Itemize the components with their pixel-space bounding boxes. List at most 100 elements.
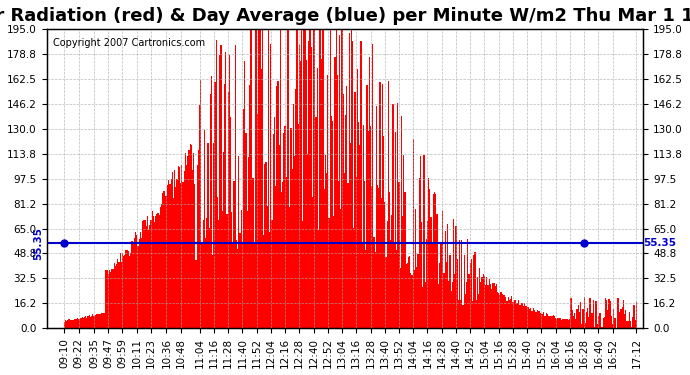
Bar [467,239,469,328]
Bar [484,276,485,328]
Bar [244,62,246,328]
Bar [136,235,137,328]
Bar [526,308,528,328]
Bar [340,209,342,328]
Bar [264,164,266,328]
Bar [439,263,440,328]
Bar [610,302,611,328]
Bar [295,88,296,328]
Bar [90,316,91,328]
Bar [364,181,365,328]
Bar [401,116,402,328]
Bar [248,157,249,328]
Bar [161,204,162,328]
Bar [614,318,615,328]
Bar [255,29,256,328]
Bar [301,29,302,328]
Bar [597,324,598,328]
Bar [179,167,180,328]
Bar [487,285,489,328]
Bar [213,143,215,328]
Bar [78,319,79,328]
Bar [373,237,375,328]
Bar [275,186,276,328]
Bar [398,182,400,328]
Bar [256,29,257,328]
Bar [506,300,508,328]
Bar [435,194,436,328]
Bar [66,321,68,328]
Bar [299,45,300,328]
Bar [155,216,157,328]
Text: 55.35: 55.35 [33,227,43,260]
Bar [216,40,217,328]
Bar [560,318,561,328]
Bar [382,84,383,328]
Bar [366,85,368,328]
Bar [579,312,580,328]
Bar [348,33,350,328]
Bar [253,178,254,328]
Bar [134,238,135,328]
Bar [177,166,179,328]
Bar [300,61,301,328]
Bar [73,320,75,328]
Bar [324,189,325,328]
Bar [205,238,206,328]
Bar [420,156,421,328]
Bar [186,165,187,328]
Bar [219,55,220,328]
Bar [103,313,104,328]
Bar [437,284,439,328]
Bar [353,228,355,328]
Bar [127,250,128,328]
Bar [469,274,470,328]
Bar [181,165,182,328]
Bar [383,136,384,328]
Bar [549,316,551,328]
Bar [80,318,81,328]
Bar [249,85,250,328]
Bar [593,300,594,328]
Bar [144,220,146,328]
Bar [589,298,591,328]
Bar [333,216,335,328]
Bar [460,300,462,328]
Bar [238,156,239,328]
Bar [370,126,371,328]
Bar [595,301,597,328]
Bar [599,313,600,328]
Bar [625,310,627,328]
Bar [415,209,416,328]
Bar [591,313,592,328]
Bar [562,319,563,328]
Bar [167,185,168,328]
Bar [88,316,89,328]
Bar [516,303,517,328]
Bar [172,172,173,328]
Bar [212,255,213,328]
Bar [630,321,631,328]
Bar [147,216,148,328]
Bar [490,284,491,328]
Bar [416,267,417,328]
Bar [345,115,346,328]
Bar [99,315,101,328]
Bar [237,249,238,328]
Bar [584,323,586,328]
Bar [449,255,451,328]
Bar [414,270,415,328]
Bar [454,274,455,328]
Bar [331,116,332,328]
Bar [389,192,390,328]
Bar [413,139,414,328]
Bar [307,154,308,328]
Bar [131,241,132,328]
Bar [325,155,326,328]
Bar [175,187,177,328]
Bar [553,315,554,328]
Bar [360,40,362,328]
Bar [338,181,339,328]
Bar [359,145,360,328]
Bar [347,183,348,328]
